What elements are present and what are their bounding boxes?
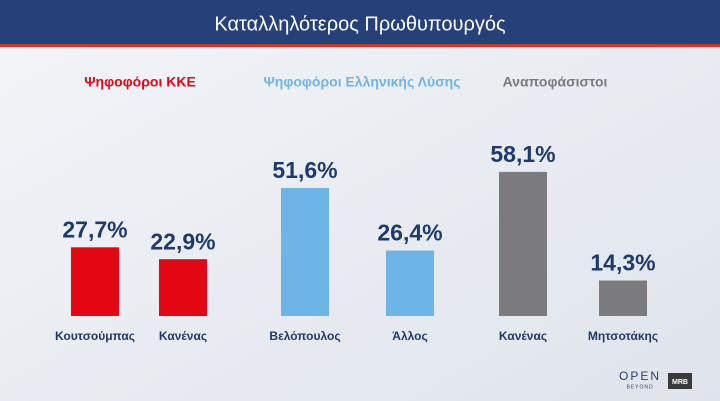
logo-tagline: BEYOND	[626, 384, 653, 390]
bar	[599, 280, 647, 316]
value-label: 51,6%	[272, 157, 337, 183]
bar	[71, 247, 119, 316]
page-title: Καταλληλότερος Πρωθυπουργός	[214, 13, 506, 35]
logo: OPEN	[619, 369, 661, 383]
bar	[499, 171, 547, 316]
bar	[386, 250, 434, 316]
bar	[281, 188, 329, 316]
category-label: Κανένας	[159, 329, 207, 343]
group-title: Ψηφοφόροι ΚΚΕ	[84, 74, 196, 90]
bar	[159, 259, 207, 316]
value-label: 27,7%	[62, 216, 127, 242]
value-label: 58,1%	[490, 141, 555, 167]
brand: MRB	[672, 379, 688, 386]
header-bar	[0, 0, 720, 44]
value-label: 26,4%	[377, 220, 442, 246]
header-stripe	[0, 44, 720, 47]
category-label: Βελόπουλος	[269, 329, 340, 343]
category-label: Μητσοτάκης	[588, 329, 658, 343]
group-title: Ψηφοφόροι Ελληνικής Λύσης	[263, 74, 460, 90]
value-label: 14,3%	[590, 250, 655, 276]
group-title: Αναποφάσιστοι	[503, 74, 608, 90]
value-label: 22,9%	[150, 228, 215, 254]
brand-box	[668, 373, 692, 389]
category-label: Κουτσούμπας	[55, 329, 135, 343]
category-label: Κανένας	[499, 329, 547, 343]
category-label: Άλλος	[392, 329, 427, 343]
